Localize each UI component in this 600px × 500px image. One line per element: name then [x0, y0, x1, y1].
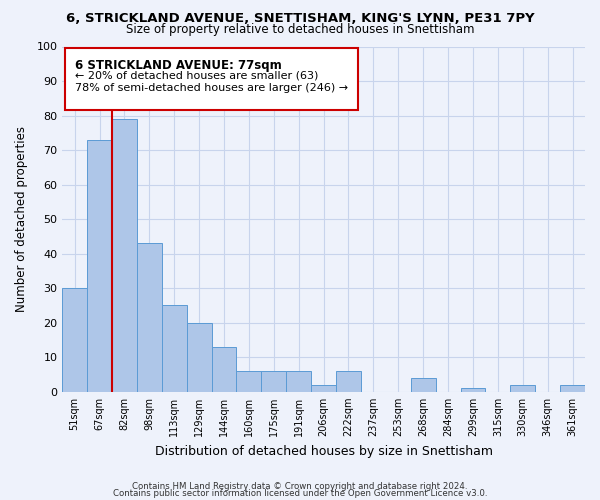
Text: Contains public sector information licensed under the Open Government Licence v3: Contains public sector information licen… — [113, 489, 487, 498]
Bar — [262, 371, 286, 392]
Text: 6, STRICKLAND AVENUE, SNETTISHAM, KING'S LYNN, PE31 7PY: 6, STRICKLAND AVENUE, SNETTISHAM, KING'S… — [65, 12, 535, 26]
Y-axis label: Number of detached properties: Number of detached properties — [15, 126, 28, 312]
Text: Size of property relative to detached houses in Snettisham: Size of property relative to detached ho… — [126, 22, 474, 36]
Bar — [336, 371, 361, 392]
Text: 6 STRICKLAND AVENUE: 77sqm: 6 STRICKLAND AVENUE: 77sqm — [75, 58, 282, 71]
X-axis label: Distribution of detached houses by size in Snettisham: Distribution of detached houses by size … — [155, 444, 493, 458]
Text: Contains HM Land Registry data © Crown copyright and database right 2024.: Contains HM Land Registry data © Crown c… — [132, 482, 468, 491]
Bar — [511, 385, 535, 392]
Text: 78% of semi-detached houses are larger (246) →: 78% of semi-detached houses are larger (… — [75, 83, 349, 93]
Bar — [87, 140, 112, 392]
Bar — [286, 371, 311, 392]
Bar — [236, 371, 262, 392]
FancyBboxPatch shape — [65, 48, 358, 110]
Bar — [411, 378, 436, 392]
Bar — [187, 322, 212, 392]
Bar — [162, 306, 187, 392]
Bar — [212, 347, 236, 392]
Bar — [112, 119, 137, 392]
Bar — [461, 388, 485, 392]
Bar — [311, 385, 336, 392]
Bar — [137, 244, 162, 392]
Bar — [62, 288, 87, 392]
Bar — [560, 385, 585, 392]
Text: ← 20% of detached houses are smaller (63): ← 20% of detached houses are smaller (63… — [75, 70, 319, 81]
